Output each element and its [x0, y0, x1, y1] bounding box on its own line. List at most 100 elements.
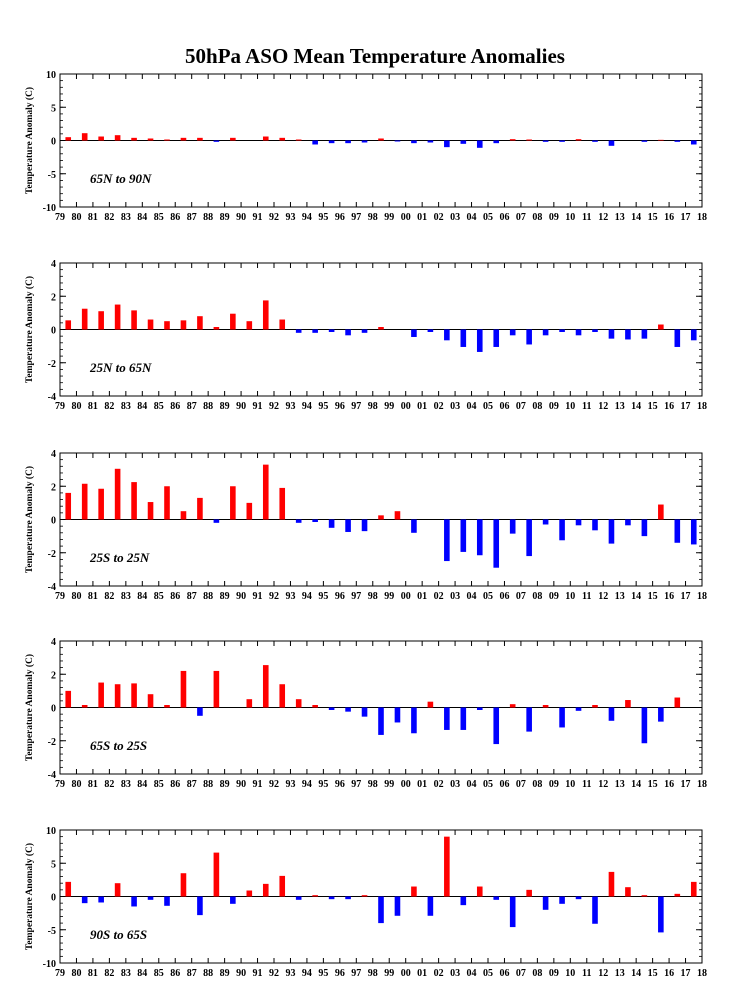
panel-4-bar-87: [197, 707, 203, 716]
panel-4-xtick-label: 17: [681, 779, 691, 790]
panel-5-ytick-label: 10: [46, 826, 56, 837]
panel-1-bar-94: [312, 140, 318, 145]
panel-1-xtick-label: 95: [318, 212, 328, 223]
panel-4-xtick-label: 04: [467, 779, 477, 790]
panel-1-xtick-label: 02: [434, 212, 444, 223]
panel-2-bar-08: [542, 329, 549, 336]
panel-3-bar-08: [542, 519, 549, 525]
panel-4-xtick-label: 07: [516, 779, 526, 790]
panel-2-xtick-label: 95: [318, 401, 328, 412]
panel-3-bar-95: [328, 519, 335, 528]
panel-3-xtick-label: 16: [664, 591, 674, 602]
panel-1-bar-03: [460, 140, 467, 144]
panel-2-bar-87: [197, 316, 203, 330]
panel-3-ytick-label: 0: [51, 516, 56, 527]
panel-3-xtick-label: 97: [351, 591, 361, 602]
panel-4-bar-92: [279, 684, 286, 708]
panel-1-bar-91: [262, 136, 269, 141]
panel-2-xtick-label: 15: [648, 401, 658, 412]
panel-5-xtick-label: 15: [648, 968, 658, 979]
panel-1-bar-11: [592, 140, 598, 142]
panel-4-xtick-label: 95: [318, 779, 328, 790]
panel-4-ytick-label: 2: [51, 670, 56, 681]
panel-5-bar-00: [411, 886, 417, 897]
panel-3-bar-99: [394, 511, 401, 520]
panel-3-bar-98: [378, 515, 384, 520]
panel-4-bar-98: [378, 707, 384, 735]
panel-1-xtick-label: 00: [401, 212, 411, 223]
panel-3-bar-16: [674, 519, 681, 543]
panel-4-bar-13: [625, 700, 631, 708]
panel-3-bar-04: [476, 519, 483, 556]
panel-4-bar-79: [65, 690, 72, 708]
panel-4-bar-86: [180, 670, 187, 708]
panel-3-bar-86: [180, 511, 187, 520]
panel-2-xtick-label: 13: [615, 401, 625, 412]
chart-title: 50hPa ASO Mean Temperature Anomalies: [185, 44, 565, 68]
panel-5-xtick-label: 18: [697, 968, 707, 979]
panel-2-bar-01: [427, 329, 434, 332]
panel-4-bar-12: [608, 707, 615, 721]
panel-3-xtick-label: 84: [137, 591, 147, 602]
panel-4-xtick-label: 94: [302, 779, 312, 790]
panel-2-xtick-label: 92: [269, 401, 279, 412]
panel-3-xtick-label: 87: [187, 591, 197, 602]
panel-1-ytick-label: 5: [51, 103, 56, 114]
panel-5-xtick-label: 06: [499, 968, 509, 979]
panel-5-xtick-label: 92: [269, 968, 279, 979]
panel-2-bar-80: [81, 308, 88, 330]
panel-5-bar-84: [147, 896, 154, 900]
panel-2-bar-16: [674, 329, 681, 347]
panel-4-bar-02: [444, 707, 450, 730]
panel-5-region-label: 90S to 65S: [90, 927, 147, 942]
panel-4-xtick-label: 05: [483, 779, 493, 790]
panel-3-bar-87: [197, 497, 203, 520]
panel-2-xtick-label: 17: [681, 401, 691, 412]
panel-4-bar-90: [246, 699, 253, 708]
panel-2-xtick-label: 04: [467, 401, 477, 412]
panel-3-bar-06: [509, 519, 516, 534]
panel-3-bar-09: [559, 519, 565, 541]
panel-5-xtick-label: 12: [598, 968, 608, 979]
panel-3-bar-92: [279, 487, 286, 520]
panel-5-bar-99: [394, 896, 401, 916]
panel-2-bar-07: [526, 329, 532, 345]
panel-1-xtick-label: 85: [154, 212, 164, 223]
panel-2-xtick-label: 80: [71, 401, 81, 412]
panel-3-xtick-label: 86: [170, 591, 180, 602]
panel-5-xtick-label: 93: [285, 968, 295, 979]
panel-1-xtick-label: 13: [615, 212, 625, 223]
panel-5-xtick-label: 96: [335, 968, 345, 979]
panel-5-bar-98: [378, 896, 384, 924]
panel-2-bar-05: [493, 329, 500, 347]
panel-2-bar-04: [476, 329, 483, 352]
panel-1-bar-92: [279, 137, 286, 141]
panel-1-xtick-label: 83: [121, 212, 131, 223]
panel-1-xtick-label: 08: [532, 212, 542, 223]
panel-1-bar-88: [213, 140, 220, 142]
panel-2-bar-15: [658, 324, 664, 330]
panel-3-xtick-label: 10: [565, 591, 575, 602]
panel-4-ytick-label: 4: [51, 637, 56, 648]
panel-5-xtick-label: 05: [483, 968, 493, 979]
panel-5-bar-09: [559, 896, 565, 904]
panel-4-bar-14: [641, 707, 648, 744]
panel-4-xtick-label: 03: [450, 779, 460, 790]
panel-4-bar-83: [131, 683, 137, 708]
panel-5-bar-89: [230, 896, 236, 904]
panel-2-bar-85: [164, 321, 170, 330]
panel-2-bar-06: [509, 329, 516, 336]
panel-3-xtick-label: 05: [483, 591, 493, 602]
panel-2-bar-96: [345, 329, 351, 336]
panel-1-bar-02: [444, 140, 450, 148]
panel-1-xtick-label: 86: [170, 212, 180, 223]
panel-1-bar-14: [641, 140, 648, 142]
panel-3-xtick-label: 91: [253, 591, 263, 602]
panel-1-ylabel: Temperature Anomaly (C): [24, 87, 35, 194]
panel-1-xtick-label: 80: [71, 212, 81, 223]
panel-4-bar-82: [114, 684, 121, 708]
panel-1-bar-06: [509, 139, 516, 141]
panel-5-xtick-label: 86: [170, 968, 180, 979]
panel-2-xtick-label: 97: [351, 401, 361, 412]
panel-4-bar-96: [345, 707, 351, 712]
